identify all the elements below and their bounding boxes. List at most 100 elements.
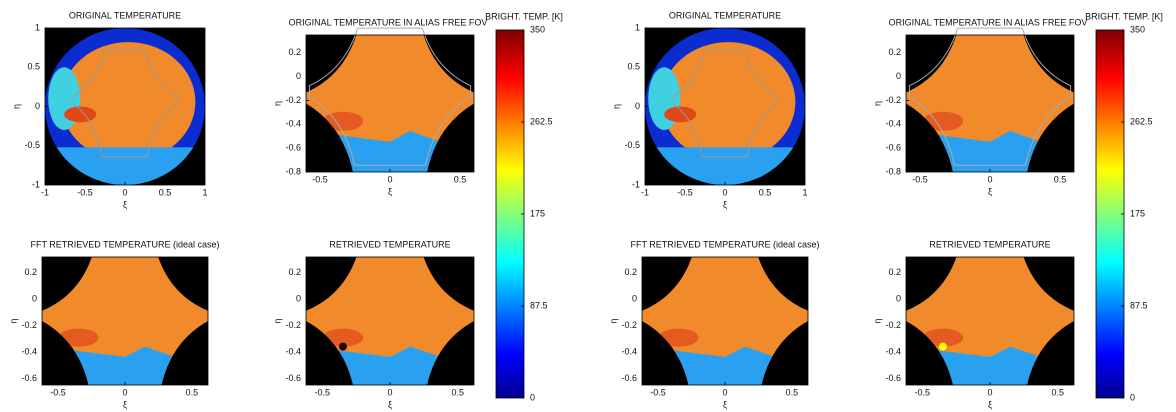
panel: ORIGINAL TEMPERATURE -1 -0.5 0 0.5 1 -1 -0.5 0 0.… bbox=[11, 10, 207, 209]
y-tick-label: -0.6 bbox=[885, 143, 901, 153]
x-tick-label: -0.5 bbox=[915, 387, 931, 397]
y-tick-label: -0.2 bbox=[21, 320, 37, 330]
y-tick-label: -0.5 bbox=[624, 140, 640, 150]
y-axis-label: η bbox=[8, 318, 18, 323]
y-tick-label: -1 bbox=[32, 179, 40, 189]
warm-spot bbox=[58, 328, 99, 347]
panel-title: ORIGINAL TEMPERATURE bbox=[669, 10, 781, 20]
x-tick-label: 0 bbox=[987, 174, 992, 184]
colorbar-label: BRIGHT. TEMP. [K] bbox=[485, 11, 563, 21]
colorbar: BRIGHT. TEMP. [K] 0 87.5 175 262.5 350 bbox=[1085, 11, 1163, 402]
fov-outline bbox=[908, 27, 1072, 166]
y-tick-label: 0 bbox=[296, 71, 301, 81]
x-tick-label: -0.5 bbox=[312, 174, 328, 184]
y-tick-label: 0 bbox=[632, 294, 637, 304]
x-tick-label: 0 bbox=[722, 387, 727, 397]
colorbar-tick-label: 0 bbox=[1130, 392, 1135, 402]
y-tick-label: -0.4 bbox=[285, 119, 301, 129]
panel: FFT RETRIEVED TEMPERATURE (ideal case) -0… bbox=[8, 239, 219, 409]
colorbar-tick-label: 262.5 bbox=[1130, 116, 1153, 126]
y-tick-label: 0.2 bbox=[888, 267, 901, 277]
x-axis-label: ξ bbox=[123, 199, 127, 209]
colorbar-tick-label: 175 bbox=[530, 208, 545, 218]
x-axis-label: ξ bbox=[723, 199, 727, 209]
warm-spot bbox=[658, 328, 699, 347]
panel: FFT RETRIEVED TEMPERATURE (ideal case) -0… bbox=[608, 239, 819, 409]
x-tick-label: -0.5 bbox=[677, 187, 693, 197]
panel: RETRIEVED TEMPERATURE -0.5 0 0.5 0.2 0 -0.2 -0.… bbox=[872, 239, 1075, 409]
panel: ORIGINAL TEMPERATURE IN ALIAS FREE FOV -0… bbox=[872, 17, 1087, 196]
y-tick-label: 0 bbox=[35, 101, 40, 111]
warm-spot bbox=[64, 106, 97, 123]
x-tick-label: 0.5 bbox=[1051, 387, 1064, 397]
x-tick-label: 1 bbox=[802, 187, 807, 197]
y-axis-label: η bbox=[611, 104, 621, 109]
fov-outline bbox=[308, 27, 472, 166]
y-tick-label: 1 bbox=[35, 22, 40, 32]
y-tick-label: 0 bbox=[896, 71, 901, 81]
x-tick-label: 0.5 bbox=[454, 174, 467, 184]
y-tick-label: -0.2 bbox=[885, 95, 901, 105]
x-tick-label: 0.5 bbox=[186, 387, 199, 397]
y-tick-label: 0 bbox=[296, 294, 301, 304]
x-tick-label: -1 bbox=[641, 187, 649, 197]
y-axis-label: η bbox=[608, 318, 618, 323]
x-tick-label: -0.5 bbox=[912, 174, 928, 184]
y-tick-label: 0.2 bbox=[624, 267, 637, 277]
x-tick-label: 0 bbox=[722, 187, 727, 197]
x-tick-label: -1 bbox=[41, 187, 49, 197]
y-axis-label: η bbox=[272, 101, 282, 106]
artifact bbox=[938, 342, 947, 351]
y-tick-label: -0.4 bbox=[621, 346, 637, 356]
y-tick-label: -0.2 bbox=[621, 320, 637, 330]
x-axis-label: ξ bbox=[723, 399, 727, 409]
x-tick-label: 0 bbox=[387, 387, 392, 397]
y-tick-label: 1 bbox=[635, 22, 640, 32]
y-tick-label: -0.8 bbox=[285, 166, 301, 176]
y-tick-label: -0.6 bbox=[285, 143, 301, 153]
y-tick-label: -0.4 bbox=[885, 346, 901, 356]
x-tick-label: 1 bbox=[202, 187, 207, 197]
y-axis-label: η bbox=[872, 101, 882, 106]
land bbox=[61, 42, 196, 162]
x-axis-label: ξ bbox=[988, 399, 992, 409]
x-tick-label: -0.5 bbox=[650, 387, 666, 397]
y-axis-label: η bbox=[11, 104, 21, 109]
y-tick-label: -0.2 bbox=[885, 320, 901, 330]
fov-outline bbox=[73, 51, 177, 158]
colorbar: BRIGHT. TEMP. [K] 0 87.5 175 262.5 350 bbox=[485, 11, 563, 402]
y-tick-label: -0.5 bbox=[24, 140, 40, 150]
figure-group: ORIGINAL TEMPERATURE -1 -0.5 0 0.5 1 -1 -0.5 0 0.… bbox=[608, 10, 1162, 409]
x-tick-label: 0.5 bbox=[159, 187, 172, 197]
colorbar-tick-label: 87.5 bbox=[530, 300, 548, 310]
warm-spot bbox=[322, 328, 364, 347]
artifact bbox=[338, 342, 347, 351]
x-tick-label: 0.5 bbox=[786, 387, 799, 397]
x-axis-label: ξ bbox=[388, 186, 392, 196]
panel-title: ORIGINAL TEMPERATURE IN ALIAS FREE FOV bbox=[289, 17, 488, 27]
land bbox=[661, 42, 796, 162]
figure-group: ORIGINAL TEMPERATURE -1 -0.5 0 0.5 1 -1 -0.5 0 0.… bbox=[8, 10, 562, 409]
y-tick-label: -0.4 bbox=[285, 346, 301, 356]
colorbar-tick-label: 0 bbox=[530, 392, 535, 402]
panel: RETRIEVED TEMPERATURE -0.5 0 0.5 0.2 0 -0.2 -0.… bbox=[272, 239, 475, 409]
x-axis-label: ξ bbox=[388, 399, 392, 409]
y-tick-label: -0.4 bbox=[885, 119, 901, 129]
colorbar-tick-label: 87.5 bbox=[1130, 300, 1148, 310]
y-tick-label: -0.8 bbox=[885, 166, 901, 176]
fov-outline bbox=[673, 51, 777, 158]
y-tick-label: -1 bbox=[632, 179, 640, 189]
x-tick-label: -0.5 bbox=[315, 387, 331, 397]
y-axis-label: η bbox=[872, 318, 882, 323]
x-tick-label: 0 bbox=[987, 387, 992, 397]
y-tick-label: -0.6 bbox=[285, 373, 301, 383]
x-tick-label: 0.5 bbox=[759, 187, 772, 197]
panel-title: FFT RETRIEVED TEMPERATURE (ideal case) bbox=[630, 239, 819, 249]
y-tick-label: -0.4 bbox=[21, 346, 37, 356]
y-tick-label: 0.2 bbox=[288, 47, 301, 57]
x-tick-label: -0.5 bbox=[50, 387, 66, 397]
warm-spot bbox=[922, 328, 964, 347]
x-tick-label: 0 bbox=[122, 187, 127, 197]
panel-title: RETRIEVED TEMPERATURE bbox=[329, 239, 450, 249]
